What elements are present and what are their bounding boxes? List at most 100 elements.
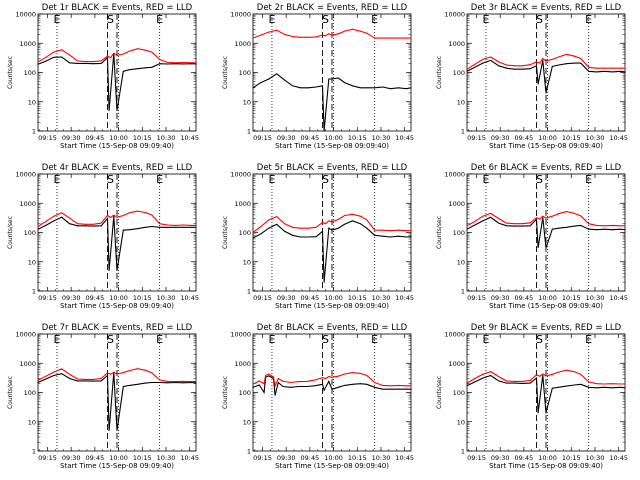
data-point-lld <box>116 55 118 57</box>
data-point-events <box>558 227 560 229</box>
data-point-lld <box>603 383 605 385</box>
data-point-lld <box>466 382 468 384</box>
data-point-lld <box>545 217 547 219</box>
data-point-lld <box>536 374 538 376</box>
marker-label-e-end: E <box>585 13 592 26</box>
data-point-events <box>482 377 484 379</box>
x-axis-label: Start Time (15-Sep-08 09:09:40) <box>275 462 389 470</box>
data-point-lld <box>366 219 368 221</box>
data-point-lld <box>573 212 575 214</box>
data-point-lld <box>252 383 254 385</box>
marker-label-e-end: E <box>156 333 163 346</box>
x-tick-label: 09:30 <box>277 134 296 142</box>
data-point-events <box>45 60 47 62</box>
data-point-lld <box>53 51 55 53</box>
x-tick-label: 10:30 <box>372 134 391 142</box>
y-tick-label: 1 <box>247 128 251 136</box>
data-point-lld <box>410 230 412 232</box>
data-point-lld <box>107 55 109 57</box>
data-point-events <box>116 430 118 432</box>
data-point-events <box>268 78 270 80</box>
data-point-lld <box>69 217 71 219</box>
y-tick-label: 100 <box>239 389 251 397</box>
data-point-events <box>405 88 407 90</box>
data-point-lld <box>292 36 293 38</box>
y-tick-label: 1 <box>461 448 465 456</box>
series-line-events <box>252 375 411 396</box>
x-tick-label: 10:15 <box>562 134 581 142</box>
data-point-events <box>315 86 317 88</box>
data-point-lld <box>167 224 169 226</box>
data-point-lld <box>344 30 346 32</box>
data-point-events <box>292 234 293 236</box>
data-point-events <box>619 386 621 388</box>
data-point-lld <box>45 220 47 222</box>
data-point-lld <box>315 36 317 38</box>
data-point-events <box>282 386 284 388</box>
data-point-lld <box>298 381 300 383</box>
data-point-lld <box>100 378 102 380</box>
data-point-lld <box>374 381 376 383</box>
series-line-lld <box>252 28 411 39</box>
data-point-events <box>84 225 86 227</box>
data-point-events <box>397 235 399 237</box>
data-point-lld <box>137 368 139 370</box>
data-point-events <box>603 70 605 72</box>
y-tick-label: 10000 <box>15 11 36 19</box>
x-axis-label: Start Time (15-Sep-08 09:09:40) <box>489 462 603 470</box>
x-tick-label: 10:15 <box>348 134 367 142</box>
x-tick-label: 10:30 <box>586 454 605 462</box>
data-point-lld <box>84 378 86 380</box>
data-point-events <box>529 68 531 70</box>
data-point-lld <box>603 67 605 69</box>
data-point-lld <box>84 223 86 225</box>
data-point-lld <box>352 372 354 374</box>
data-point-lld <box>498 218 500 220</box>
data-point-events <box>498 380 500 382</box>
data-point-events <box>619 70 621 72</box>
data-point-lld <box>182 61 184 63</box>
data-point-lld <box>521 223 523 225</box>
data-point-lld <box>359 372 361 374</box>
data-point-events <box>182 226 184 228</box>
data-point-lld <box>307 227 309 229</box>
data-point-lld <box>174 62 176 64</box>
data-point-lld <box>37 61 39 63</box>
x-tick-label: 10:45 <box>609 454 628 462</box>
data-point-events <box>551 228 553 230</box>
marker-label-e-start: E <box>53 173 60 186</box>
x-tick-label: 09:45 <box>301 454 320 462</box>
data-point-events <box>92 380 94 382</box>
data-point-events <box>45 378 47 380</box>
y-tick-label: 100 <box>239 229 251 237</box>
data-point-events <box>542 59 544 61</box>
data-point-events <box>551 66 553 68</box>
x-axis-label: Start Time (15-Sep-08 09:09:40) <box>60 302 174 310</box>
data-point-lld <box>389 230 391 232</box>
data-point-lld <box>307 36 309 38</box>
x-tick-label: 10:45 <box>609 294 628 302</box>
data-point-lld <box>167 61 169 63</box>
data-point-lld <box>100 222 102 224</box>
data-point-events <box>137 383 139 385</box>
data-point-events <box>573 384 575 386</box>
data-point-lld <box>573 55 575 57</box>
y-tick-label: 1000 <box>448 360 465 368</box>
x-tick-label: 10:15 <box>562 294 581 302</box>
data-point-events <box>53 220 55 222</box>
data-point-events <box>174 226 176 228</box>
series-line-lld <box>466 53 625 70</box>
marker-label-e-end: E <box>156 173 163 186</box>
y-axis-label: Counts/sec <box>436 56 443 89</box>
x-axis-label: Start Time (15-Sep-08 09:09:40) <box>489 302 603 310</box>
data-point-events <box>389 236 391 238</box>
x-tick-label: 09:15 <box>38 134 57 142</box>
data-point-events <box>252 386 254 388</box>
series-line-lld <box>37 48 196 64</box>
data-point-events <box>344 223 346 225</box>
series-line-lld <box>37 210 196 227</box>
x-tick-label: 10:00 <box>538 294 557 302</box>
data-point-lld <box>195 224 197 226</box>
data-point-events <box>410 87 412 89</box>
marker-label-s: S <box>536 173 543 186</box>
